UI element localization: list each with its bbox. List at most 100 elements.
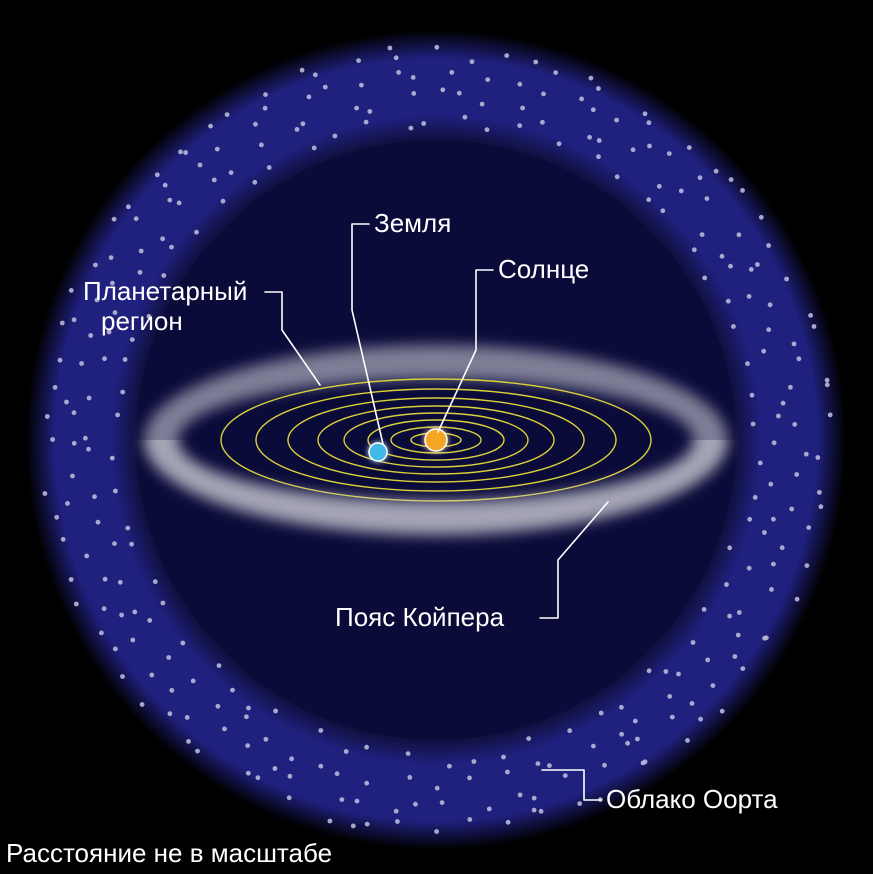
oort-dot (563, 773, 568, 778)
oort-dot (198, 163, 203, 168)
oort-dot (804, 452, 809, 457)
oort-dot (470, 59, 475, 64)
oort-dot (625, 741, 630, 746)
oort-dot (596, 86, 601, 91)
oort-dot (180, 641, 185, 646)
oort-dot (614, 118, 619, 123)
label-oort: Облако Оорта (606, 784, 778, 814)
label-earth: Земля (374, 208, 451, 238)
oort-dot (79, 361, 84, 366)
oort-dot (579, 97, 584, 102)
oort-dot (169, 245, 174, 250)
oort-dot (532, 808, 537, 813)
oort-dot (727, 614, 732, 619)
oort-dot (58, 358, 63, 363)
oort-dot (65, 501, 70, 506)
oort-dot (411, 91, 416, 96)
oort-dot (72, 317, 77, 322)
oort-dot (766, 243, 771, 248)
oort-dot (64, 400, 69, 405)
oort-dot (501, 755, 506, 760)
oort-dot (740, 188, 745, 193)
oort-dot (263, 92, 268, 97)
oort-dot (53, 385, 58, 390)
oort-dot (819, 504, 824, 509)
oort-dot (747, 517, 752, 522)
oort-dot (615, 174, 620, 179)
oort-dot (411, 75, 416, 80)
oort-dot (102, 356, 107, 361)
oort-dot (72, 410, 77, 415)
oort-dot (599, 711, 604, 716)
oort-dot (733, 654, 738, 659)
oort-dot (724, 582, 729, 587)
oort-dot (440, 800, 445, 805)
oort-dot (792, 342, 797, 347)
oort-dot (806, 525, 811, 530)
oort-dot (643, 111, 648, 116)
oort-dot (225, 112, 230, 117)
oort-dot (335, 771, 340, 776)
oort-dot (664, 669, 669, 674)
oort-dot (407, 775, 412, 780)
oort-dot (166, 655, 171, 660)
oort-dot (288, 774, 293, 779)
oort-dot (784, 277, 789, 282)
oort-dot (267, 165, 272, 170)
oort-dot (138, 270, 143, 275)
oort-dot (129, 542, 134, 547)
oort-dot (312, 146, 317, 151)
oort-dot (698, 175, 703, 180)
oort-dot (657, 184, 662, 189)
oort-dot (762, 530, 767, 535)
oort-dot (670, 715, 675, 720)
oort-dot (259, 143, 264, 148)
oort-dot (647, 144, 652, 149)
oort-dot (435, 786, 440, 791)
oort-dot (70, 474, 75, 479)
oort-dot (126, 204, 131, 209)
oort-dot (245, 743, 250, 748)
oort-dot (759, 215, 764, 220)
oort-dot (736, 633, 741, 638)
oort-dot (364, 120, 369, 125)
oort-dot (817, 490, 822, 495)
oort-dot (356, 58, 361, 63)
oort-dot (132, 610, 137, 615)
oort-dot (485, 127, 490, 132)
oort-dot (185, 715, 190, 720)
oort-dot (768, 302, 773, 307)
oort-dot (246, 771, 251, 776)
oort-dot (447, 764, 452, 769)
oort-dot (646, 197, 651, 202)
earth (369, 443, 387, 461)
oort-dot (215, 147, 220, 152)
oort-dot (103, 577, 108, 582)
oort-dot (635, 737, 640, 742)
oort-dot (191, 679, 196, 684)
oort-dot (750, 393, 755, 398)
oort-dot (93, 263, 98, 268)
oort-dot (300, 68, 305, 73)
oort-dot (394, 809, 399, 814)
oort-dot (687, 145, 692, 150)
oort-dot (364, 745, 369, 750)
oort-dot (395, 819, 400, 824)
oort-dot (596, 154, 601, 159)
oort-dot (333, 134, 338, 139)
oort-dot (161, 601, 166, 606)
oort-dot (631, 147, 636, 152)
oort-dot (364, 781, 369, 786)
oort-dot (230, 688, 235, 693)
oort-dot (167, 198, 172, 203)
oort-dot (577, 801, 582, 806)
oort-dot (169, 688, 174, 693)
oort-dot (805, 563, 810, 568)
oort-dot (328, 819, 333, 824)
oort-dot (726, 299, 731, 304)
oort-dot (212, 178, 217, 183)
oort-dot (705, 658, 710, 663)
oort-dot (229, 170, 234, 175)
oort-dot (273, 766, 278, 771)
oort-dot (602, 763, 607, 768)
